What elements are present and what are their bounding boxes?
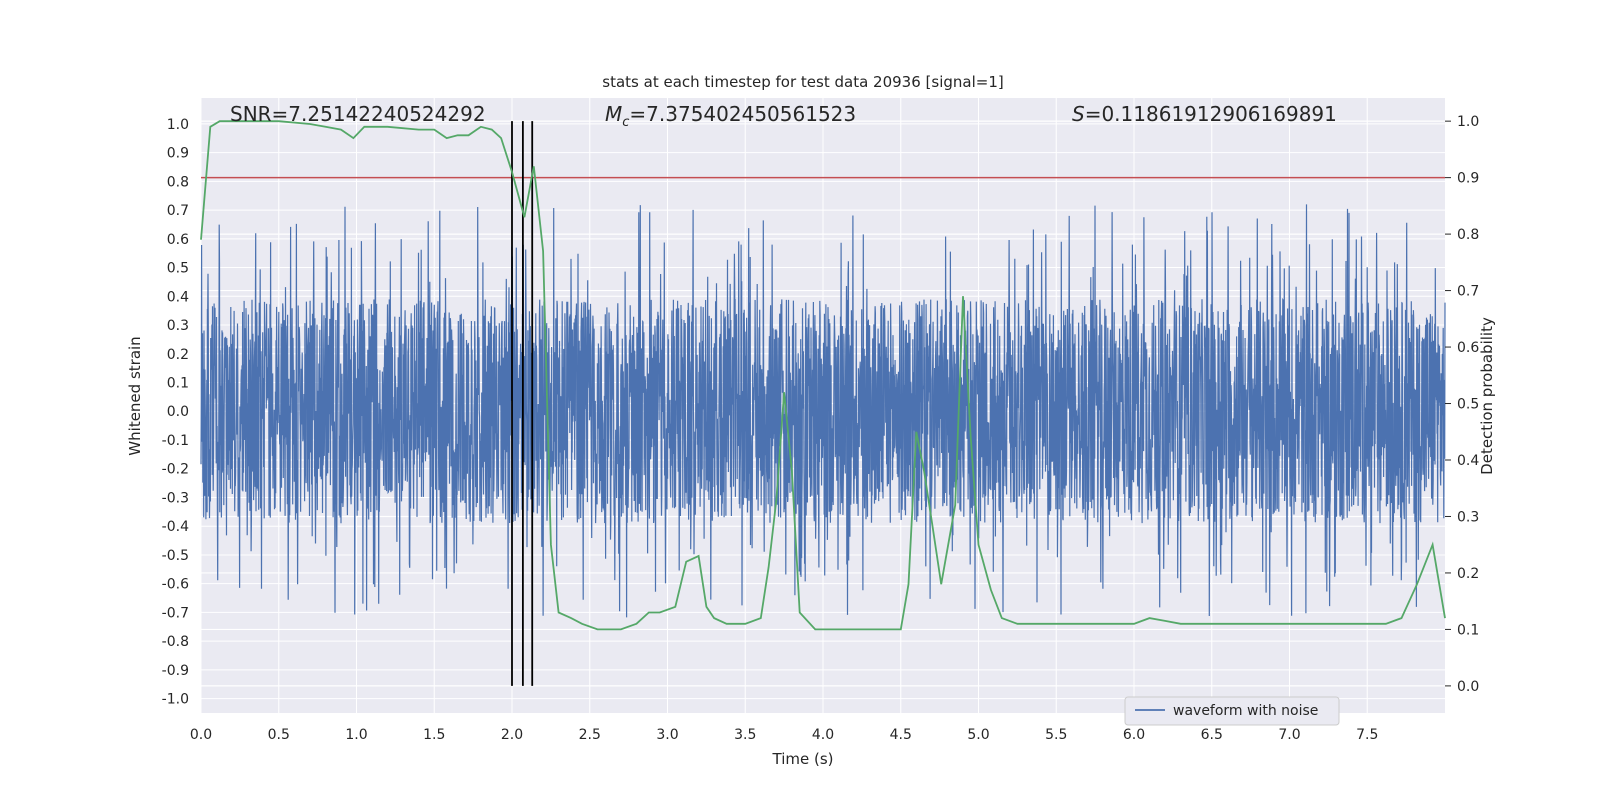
legend: waveform with noise xyxy=(1124,696,1340,726)
x-tick-label: 0.5 xyxy=(268,727,290,743)
y-tick-label: -0.9 xyxy=(162,663,189,679)
y2-tick-label: 1.0 xyxy=(1457,114,1479,130)
y-axis-label: Whitened strain xyxy=(126,336,144,455)
y-tick-label: -0.1 xyxy=(162,433,189,449)
y-tick-label: 0.3 xyxy=(167,318,189,334)
y-tick-label: -1.0 xyxy=(162,692,189,708)
y-tick-label: 0.2 xyxy=(167,347,189,363)
mc-subscript: c xyxy=(622,115,629,130)
y2-ticks: 0.0 0.1 0.2 0.3 0.4 0.5 0.6 0.7 0.8 0.9 1.0 xyxy=(1445,114,1479,695)
x-axis-label: Time (s) xyxy=(772,750,834,768)
s-annotation: S=0.11861912906169891 xyxy=(1072,102,1337,126)
s-symbol: S xyxy=(1072,102,1085,126)
x-tick-label: 1.0 xyxy=(345,727,367,743)
y-tick-label: -0.6 xyxy=(162,577,189,593)
y-tick-label: 1.0 xyxy=(167,117,189,133)
x-tick-label: 1.5 xyxy=(423,727,445,743)
y-tick-label: 0.5 xyxy=(167,261,189,277)
y2-tick-label: 0.5 xyxy=(1457,397,1479,413)
y2-tick-label: 0.2 xyxy=(1457,566,1479,582)
probability-line xyxy=(200,120,1446,631)
legend-entry-waveform: waveform with noise xyxy=(1173,703,1318,719)
y2-axis-label: Detection probability xyxy=(1478,317,1496,475)
x-tick-label: 0.0 xyxy=(190,727,212,743)
x-tick-label: 2.5 xyxy=(579,727,601,743)
y2-tick-label: 0.1 xyxy=(1457,622,1479,638)
y-tick-label: 0.7 xyxy=(167,203,189,219)
y-tick-label: -0.7 xyxy=(162,605,189,621)
x-tick-label: 5.5 xyxy=(1045,727,1067,743)
y-ticks: -1.0 -0.9 -0.8 -0.7 -0.6 -0.5 -0.4 -0.3 -0.2 -0.1… xyxy=(162,117,189,708)
x-tick-label: 7.5 xyxy=(1356,727,1378,743)
x-ticks: 0.0 0.5 1.0 1.5 2.0 2.5 3.0 3.5 4.0 4.5 5.0 5.5 6.0 6… xyxy=(190,727,1379,743)
mc-value: =7.375402450561523 xyxy=(629,102,856,126)
event-vlines xyxy=(511,121,534,686)
x-tick-label: 6.5 xyxy=(1201,727,1223,743)
y2-tick-label: 0.8 xyxy=(1457,227,1479,243)
y-tick-label: 0.1 xyxy=(167,376,189,392)
y-tick-label: 0.4 xyxy=(167,289,189,305)
snr-annotation: SNR=7.25142240524292 xyxy=(230,102,486,126)
waveform-series xyxy=(200,204,1446,618)
y-tick-label: 0.8 xyxy=(167,174,189,190)
x-tick-label: 4.5 xyxy=(890,727,912,743)
x-tick-label: 3.5 xyxy=(734,727,756,743)
y2-tick-label: 0.6 xyxy=(1457,340,1479,356)
y-tick-label: -0.3 xyxy=(162,490,189,506)
y2-tick-label: 0.3 xyxy=(1457,509,1479,525)
y2-tick-label: 0.7 xyxy=(1457,284,1479,300)
legend-box xyxy=(1124,696,1340,726)
y-tick-label: 0.0 xyxy=(167,404,189,420)
y-tick-label: 0.6 xyxy=(167,232,189,248)
y2-tick-label: 0.0 xyxy=(1457,679,1479,695)
y-tick-label: 0.9 xyxy=(167,146,189,162)
y-tick-label: -0.2 xyxy=(162,462,189,478)
y-tick-label: -0.5 xyxy=(162,548,189,564)
waveform-path xyxy=(200,204,1446,618)
x-tick-label: 6.0 xyxy=(1123,727,1145,743)
y-tick-label: -0.4 xyxy=(162,519,189,535)
x-tick-label: 7.0 xyxy=(1278,727,1300,743)
x-tick-label: 3.0 xyxy=(656,727,678,743)
y2-tick-label: 0.9 xyxy=(1457,171,1479,187)
x-tick-label: 2.0 xyxy=(501,727,523,743)
mc-symbol: M xyxy=(605,102,622,126)
mc-annotation: Mc=7.375402450561523 xyxy=(605,102,856,130)
y-tick-label: -0.8 xyxy=(162,634,189,650)
chart-title: stats at each timestep for test data 209… xyxy=(602,73,1003,91)
s-value: =0.11861912906169891 xyxy=(1085,102,1337,126)
y2-tick-label: 0.4 xyxy=(1457,453,1479,469)
x-tick-label: 5.0 xyxy=(967,727,989,743)
x-tick-label: 4.0 xyxy=(812,727,834,743)
